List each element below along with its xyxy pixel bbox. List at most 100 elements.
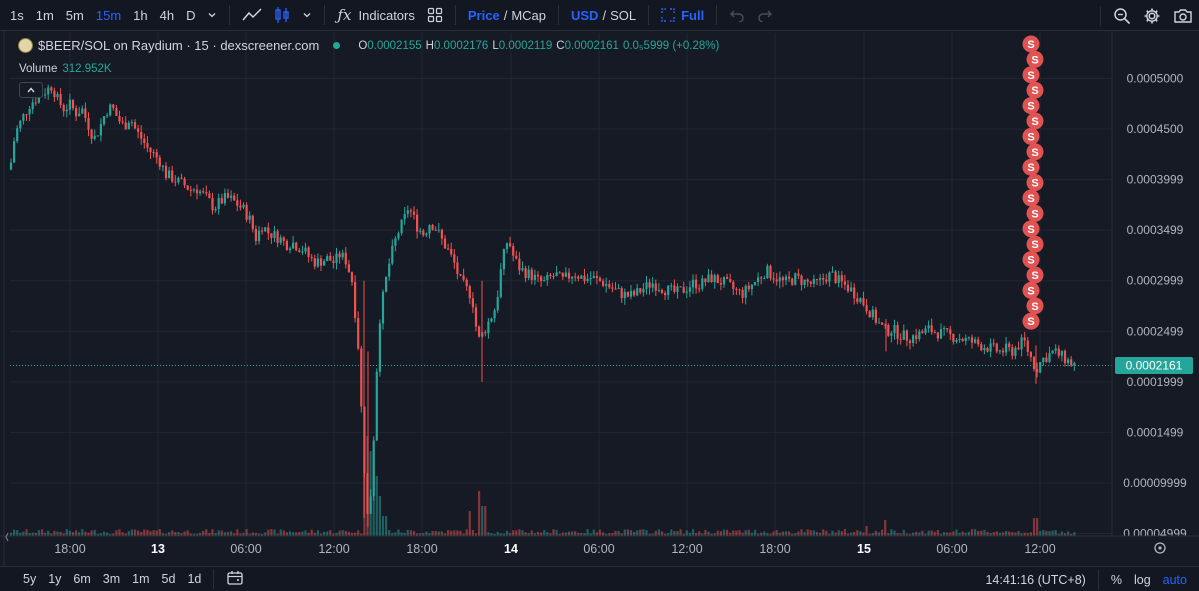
candle-body [642, 288, 645, 293]
volume-bar [468, 511, 471, 536]
sell-marker[interactable]: S [1022, 220, 1040, 238]
time-axis[interactable] [0, 536, 1199, 566]
volume-bar [778, 532, 781, 536]
left-scroll-handle[interactable] [5, 532, 9, 542]
symbol-title[interactable]: $BEER/SOL on Raydium · 15 · dexscreener.… [38, 38, 320, 53]
candle-body [397, 233, 400, 239]
range-5d[interactable]: 5d [161, 572, 176, 586]
sell-marker[interactable]: S [1022, 281, 1040, 299]
candle-body [347, 264, 350, 273]
candle-body [1042, 357, 1045, 363]
sol-option[interactable]: SOL [610, 7, 637, 23]
sell-marker[interactable]: S [1022, 251, 1040, 269]
sell-marker-dot [1022, 158, 1040, 176]
usd-option[interactable]: USD [571, 7, 599, 23]
range-6m[interactable]: 6m [73, 572, 91, 586]
candle-body [90, 129, 93, 139]
range-3m[interactable]: 3m [102, 572, 121, 586]
chart-type-dropdown-button[interactable] [296, 0, 318, 31]
candle-body [595, 276, 598, 278]
volume-bar [1070, 533, 1073, 536]
sell-marker[interactable]: S [1026, 143, 1044, 161]
fullscreen-button[interactable]: Full [655, 0, 710, 31]
volume-bar [614, 530, 617, 536]
date-range-button[interactable] [220, 570, 250, 589]
volume-bar [239, 533, 242, 536]
volume-bar [412, 531, 416, 536]
sell-marker[interactable]: S [1026, 235, 1044, 253]
interval-1s[interactable]: 1s [10, 7, 24, 23]
candle-body [99, 124, 102, 136]
search-button[interactable] [1107, 0, 1137, 31]
indicators-button[interactable]: ƒx Indicators [331, 0, 420, 31]
collapse-legend-button[interactable] [19, 82, 43, 98]
candle-body [239, 205, 242, 208]
range-5y[interactable]: 5y [23, 572, 37, 586]
sell-marker[interactable]: S [1026, 204, 1044, 222]
interval-5m[interactable]: 5m [65, 7, 84, 23]
undo-button[interactable] [723, 0, 751, 31]
range-1d[interactable]: 1d [187, 572, 202, 586]
interval-1h[interactable]: 1h [133, 7, 148, 23]
price-mcap-toggle[interactable]: Price / MCap [462, 0, 552, 31]
sell-marker[interactable]: S [1022, 35, 1040, 53]
sell-marker[interactable]: S [1026, 297, 1044, 315]
sell-marker[interactable]: S [1022, 189, 1040, 207]
sell-marker[interactable]: S [1026, 112, 1044, 130]
auto-scale-button[interactable]: auto [1162, 572, 1187, 587]
volume-bar [555, 529, 558, 536]
currency-toggle[interactable]: USD / SOL [565, 0, 642, 31]
sell-marker[interactable]: S [1022, 158, 1040, 176]
range-1m[interactable]: 1m [132, 572, 150, 586]
sell-marker[interactable]: S [1026, 81, 1044, 99]
interval-dropdown-button[interactable] [201, 0, 223, 31]
axis-settings-button[interactable] [1154, 542, 1166, 554]
volume-bar [329, 530, 332, 536]
volume-bar [881, 529, 884, 536]
sell-marker[interactable]: S [1026, 266, 1044, 284]
timezone-label[interactable]: 14:41:16 (UTC+8) [985, 572, 1086, 587]
price-option[interactable]: Price [467, 7, 500, 23]
sell-marker[interactable]: S [1022, 312, 1040, 330]
interval-4h[interactable]: 4h [159, 7, 175, 23]
volume-bar [1005, 531, 1008, 536]
volume-bar [1048, 530, 1051, 536]
settings-button[interactable] [1137, 0, 1167, 31]
volume-bar [912, 532, 915, 536]
percent-scale-button[interactable]: % [1110, 572, 1122, 587]
sell-marker[interactable]: S [1026, 50, 1044, 68]
sell-marker[interactable]: S [1022, 97, 1040, 115]
line-chart-button[interactable] [236, 0, 268, 31]
sell-marker[interactable]: S [1022, 66, 1040, 84]
candle-body [1063, 350, 1067, 364]
sell-marker[interactable]: S [1026, 174, 1044, 192]
candle-body [450, 248, 453, 255]
price-axis[interactable] [1112, 31, 1199, 536]
candle-body [161, 165, 164, 167]
candle-chart-button[interactable] [268, 0, 296, 31]
interval-15m[interactable]: 15m [95, 7, 122, 23]
interval-1m[interactable]: 1m [35, 7, 54, 23]
volume-bar [496, 531, 499, 536]
volume-bar [471, 529, 474, 536]
candle-body [1029, 351, 1032, 358]
interval-D[interactable]: D [186, 7, 196, 23]
range-1y[interactable]: 1y [48, 572, 62, 586]
sell-marker[interactable]: S [1022, 127, 1040, 145]
gear-icon-center [1158, 546, 1162, 550]
volume-bar [257, 533, 261, 536]
mcap-option[interactable]: MCap [511, 7, 546, 23]
volume-bar [254, 532, 257, 536]
low-label: L [492, 39, 499, 52]
redo-button[interactable] [751, 0, 779, 31]
candle-body [1070, 359, 1073, 366]
log-scale-button[interactable]: log [1133, 572, 1151, 587]
volume-bar [505, 530, 509, 536]
volume-bar [515, 530, 518, 536]
volume-bar [71, 532, 75, 536]
layout-button[interactable] [421, 0, 449, 31]
high-label: H [425, 39, 434, 52]
screenshot-button[interactable] [1167, 0, 1199, 31]
